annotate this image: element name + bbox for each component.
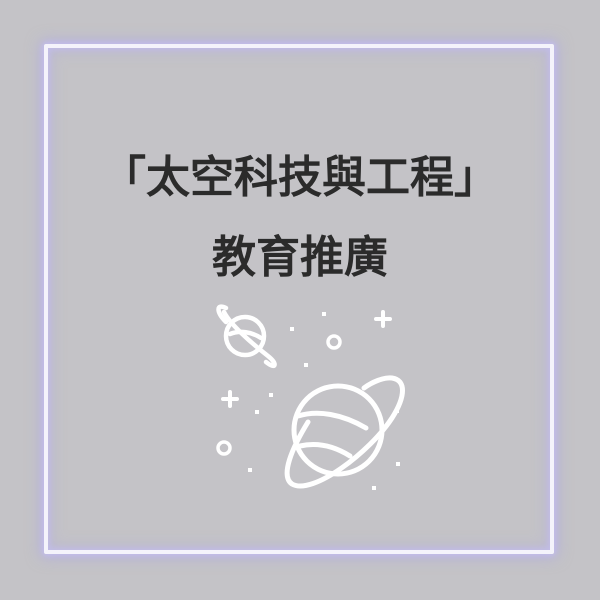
sparkle-icon [216, 440, 232, 456]
glowing-frame [44, 44, 554, 554]
title-line-2: 教育推廣 [212, 232, 388, 283]
star-icon [374, 310, 392, 328]
star-icon [221, 390, 239, 408]
planet-icon [284, 375, 405, 489]
title-line-1: 「太空科技與工程」 [102, 152, 498, 203]
planet-icon [216, 304, 277, 368]
sparkle-icon [326, 334, 342, 350]
dots [248, 312, 400, 490]
